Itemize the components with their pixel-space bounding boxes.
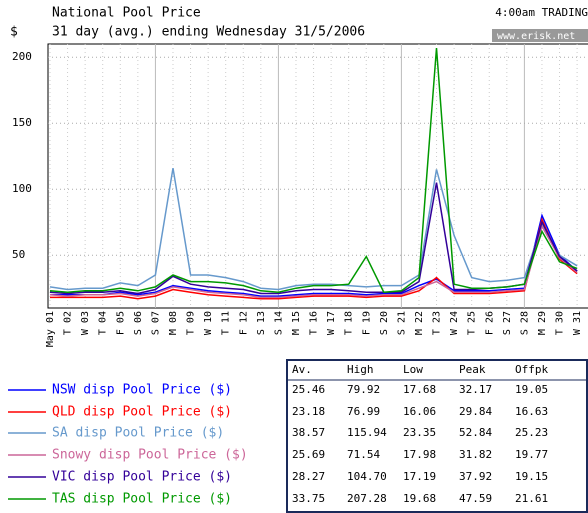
x-tick-label: T 16 bbox=[309, 311, 320, 335]
series-line bbox=[49, 47, 578, 293]
table-cell: 37.92 bbox=[459, 470, 492, 483]
x-tick-label: W 17 bbox=[326, 311, 337, 335]
x-tick-label: S 07 bbox=[150, 311, 161, 335]
series-line bbox=[49, 224, 578, 299]
table-cell: 16.06 bbox=[403, 405, 436, 418]
table-cell: 207.28 bbox=[347, 492, 387, 505]
y-tick-label: 50 bbox=[12, 248, 25, 261]
table-cell: 52.84 bbox=[459, 426, 492, 439]
table-header: Offpk bbox=[515, 363, 548, 376]
table-cell: 16.63 bbox=[515, 405, 548, 418]
table-cell: 19.68 bbox=[403, 492, 436, 505]
x-tick-label: S 14 bbox=[273, 311, 284, 335]
table-header: Low bbox=[403, 363, 423, 376]
plot-frame bbox=[47, 43, 588, 309]
table-cell: 76.99 bbox=[347, 405, 380, 418]
x-tick-label: S 06 bbox=[133, 311, 144, 335]
x-tick-label: T 02 bbox=[63, 311, 74, 335]
table-cell: 28.27 bbox=[292, 470, 325, 483]
x-tick-label: S 28 bbox=[519, 311, 530, 335]
table-cell: 23.18 bbox=[292, 405, 325, 418]
x-tick-label: May 01 bbox=[45, 311, 56, 347]
chart-subtitle: 31 day (avg.) ending Wednesday 31/5/2006 bbox=[52, 25, 365, 40]
table-cell: 115.94 bbox=[347, 426, 387, 439]
legend-label: TAS disp Pool Price ($) bbox=[52, 492, 232, 507]
table-cell: 17.98 bbox=[403, 448, 436, 461]
x-tick-label: S 13 bbox=[256, 311, 267, 335]
x-tick-label: T 23 bbox=[432, 311, 443, 335]
series-line bbox=[50, 217, 578, 300]
x-tick-label: M 15 bbox=[291, 311, 302, 335]
series-line bbox=[49, 167, 578, 291]
table-header: High bbox=[347, 363, 374, 376]
x-tick-label: W 03 bbox=[80, 311, 91, 335]
table-cell: 21.61 bbox=[515, 492, 548, 505]
legend-label: SA disp Pool Price ($) bbox=[52, 426, 224, 441]
table-cell: 19.15 bbox=[515, 470, 548, 483]
timestamp: 4:00am TRADING bbox=[495, 6, 588, 19]
source-box bbox=[492, 29, 588, 42]
x-tick-label: W 31 bbox=[572, 311, 583, 335]
legend-label: QLD disp Pool Price ($) bbox=[52, 405, 232, 420]
x-tick-label: F 12 bbox=[238, 311, 249, 335]
table-cell: 19.05 bbox=[515, 383, 548, 396]
x-tick-label: S 21 bbox=[396, 311, 407, 335]
table-cell: 29.84 bbox=[459, 405, 492, 418]
table-cell: 71.54 bbox=[347, 448, 380, 461]
table-cell: 79.92 bbox=[347, 383, 380, 396]
x-tick-label: T 18 bbox=[344, 311, 355, 335]
y-tick-label: 200 bbox=[12, 50, 32, 63]
table-cell: 17.19 bbox=[403, 470, 436, 483]
x-tick-label: F 26 bbox=[484, 311, 495, 335]
table-cell: 25.23 bbox=[515, 426, 548, 439]
table-border bbox=[286, 359, 588, 513]
table-cell: 17.68 bbox=[403, 383, 436, 396]
series-line bbox=[50, 213, 578, 297]
x-tick-label: T 04 bbox=[98, 311, 109, 335]
x-tick-label: F 05 bbox=[115, 311, 126, 335]
x-tick-label: S 27 bbox=[502, 311, 513, 335]
y-axis-label: $ bbox=[10, 25, 18, 40]
table-cell: 33.75 bbox=[292, 492, 325, 505]
x-tick-label: W 10 bbox=[203, 311, 214, 335]
x-tick-label: T 30 bbox=[555, 311, 566, 335]
x-tick-label: M 22 bbox=[414, 311, 425, 335]
x-tick-label: T 25 bbox=[467, 311, 478, 335]
table-cell: 25.46 bbox=[292, 383, 325, 396]
table-header: Av. bbox=[292, 363, 312, 376]
table-cell: 38.57 bbox=[292, 426, 325, 439]
table-cell: 19.77 bbox=[515, 448, 548, 461]
legend-label: Snowy disp Pool Price ($) bbox=[52, 448, 248, 463]
x-tick-label: F 19 bbox=[361, 311, 372, 335]
chart-title: National Pool Price bbox=[52, 6, 201, 21]
x-tick-label: M 29 bbox=[537, 311, 548, 335]
table-cell: 32.17 bbox=[459, 383, 492, 396]
table-header: Peak bbox=[459, 363, 486, 376]
x-tick-label: M 08 bbox=[168, 311, 179, 335]
x-tick-label: T 09 bbox=[186, 311, 197, 335]
x-tick-label: S 20 bbox=[379, 311, 390, 335]
legend-label: NSW disp Pool Price ($) bbox=[52, 383, 232, 398]
table-cell: 104.70 bbox=[347, 470, 387, 483]
source: www.erisk.net bbox=[497, 31, 575, 42]
table-cell: 47.59 bbox=[459, 492, 492, 505]
y-tick-label: 100 bbox=[12, 182, 32, 195]
table-cell: 31.82 bbox=[459, 448, 492, 461]
x-tick-label: W 24 bbox=[449, 311, 460, 335]
table-cell: 25.69 bbox=[292, 448, 325, 461]
y-tick-label: 150 bbox=[12, 116, 32, 129]
x-tick-label: T 11 bbox=[221, 311, 232, 335]
table-cell: 23.35 bbox=[403, 426, 436, 439]
legend-label: VIC disp Pool Price ($) bbox=[52, 470, 232, 485]
